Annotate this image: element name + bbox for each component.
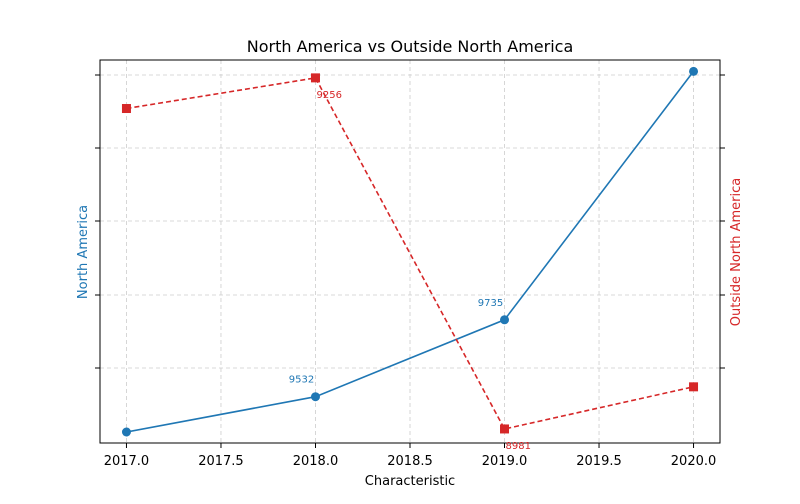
data-point-marker: [121, 104, 131, 114]
x-tick-label: 2017.0: [104, 454, 150, 469]
data-point-marker: [121, 427, 131, 437]
chart-title: North America vs Outside North America: [247, 37, 574, 56]
series-outside-north-america: 9256 8981: [121, 73, 699, 452]
data-label: 9532: [289, 375, 314, 386]
x-tick-label: 2020.0: [671, 454, 717, 469]
data-point-marker: [689, 66, 699, 76]
series-layer: 9532 9735 9256 8981: [121, 66, 699, 452]
x-tick-label: 2017.5: [198, 454, 244, 469]
x-tick-label: 2019.5: [576, 454, 622, 469]
x-tick-label: 2019.0: [482, 454, 528, 469]
right-y-axis-label: Outside North America: [729, 178, 744, 326]
series-north-america: 9532 9735: [121, 66, 699, 437]
x-tick-label: 2018.0: [293, 454, 339, 469]
x-axis-ticks: 2017.0 2017.5 2018.0 2018.5 2019.0 2019.5 2020…: [95, 74, 725, 469]
series-line: [126, 70, 695, 433]
data-label: 9256: [316, 90, 341, 101]
x-tick-label: 2018.5: [387, 454, 433, 469]
data-point-marker: [689, 382, 699, 392]
data-point-marker: [310, 73, 320, 83]
data-point-marker: [310, 392, 320, 402]
data-point-marker: [500, 315, 510, 325]
data-point-marker: [500, 424, 510, 434]
grid: [100, 60, 720, 443]
left-y-axis-label: North America: [76, 205, 91, 299]
data-label: 9735: [478, 298, 503, 309]
data-label: 8981: [506, 441, 531, 452]
x-axis-label: Characteristic: [365, 474, 455, 489]
